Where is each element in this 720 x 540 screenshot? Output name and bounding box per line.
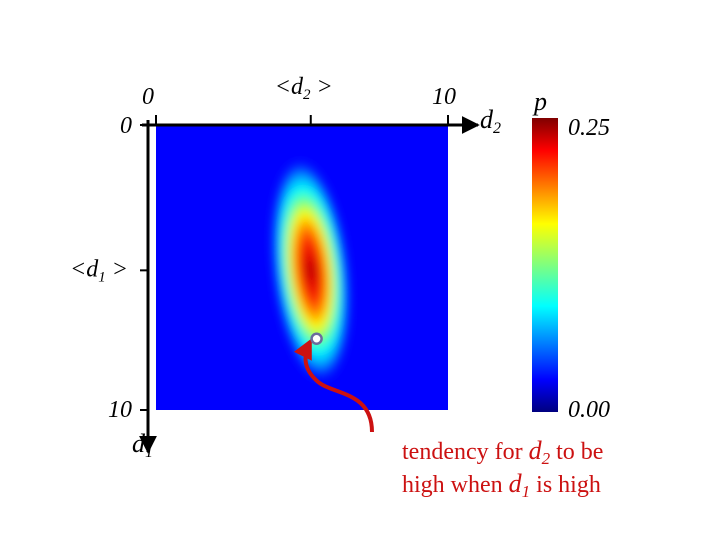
x-axis-label: d2: [480, 105, 501, 137]
x-tick-label: 0: [142, 84, 154, 110]
y-tick-label: <d1 >: [70, 256, 128, 285]
colorbar-max-label: 0.25: [568, 115, 610, 141]
density-blob: [270, 156, 352, 384]
colorbar: [532, 118, 558, 412]
x-tick-label: <d2 >: [275, 74, 333, 103]
y-tick-label: 10: [108, 397, 132, 423]
highlight-point: [310, 332, 323, 345]
x-axis-ticks: 0 <d2 > 10: [142, 74, 456, 125]
colorbar-label: p: [532, 87, 547, 116]
y-tick-label: 0: [120, 113, 132, 139]
x-tick-label: 10: [432, 84, 456, 110]
y-axis-ticks: 0 <d1 > 10: [70, 113, 148, 423]
annotation-line-1: tendency for d2 to be: [402, 436, 603, 468]
density-ellipse: [270, 156, 352, 384]
y-axis-label: d1: [132, 429, 153, 461]
annotation-line-2: high when d1 is high: [402, 469, 601, 501]
colorbar-min-label: 0.00: [568, 397, 610, 423]
annotation-arrow: [293, 338, 374, 433]
